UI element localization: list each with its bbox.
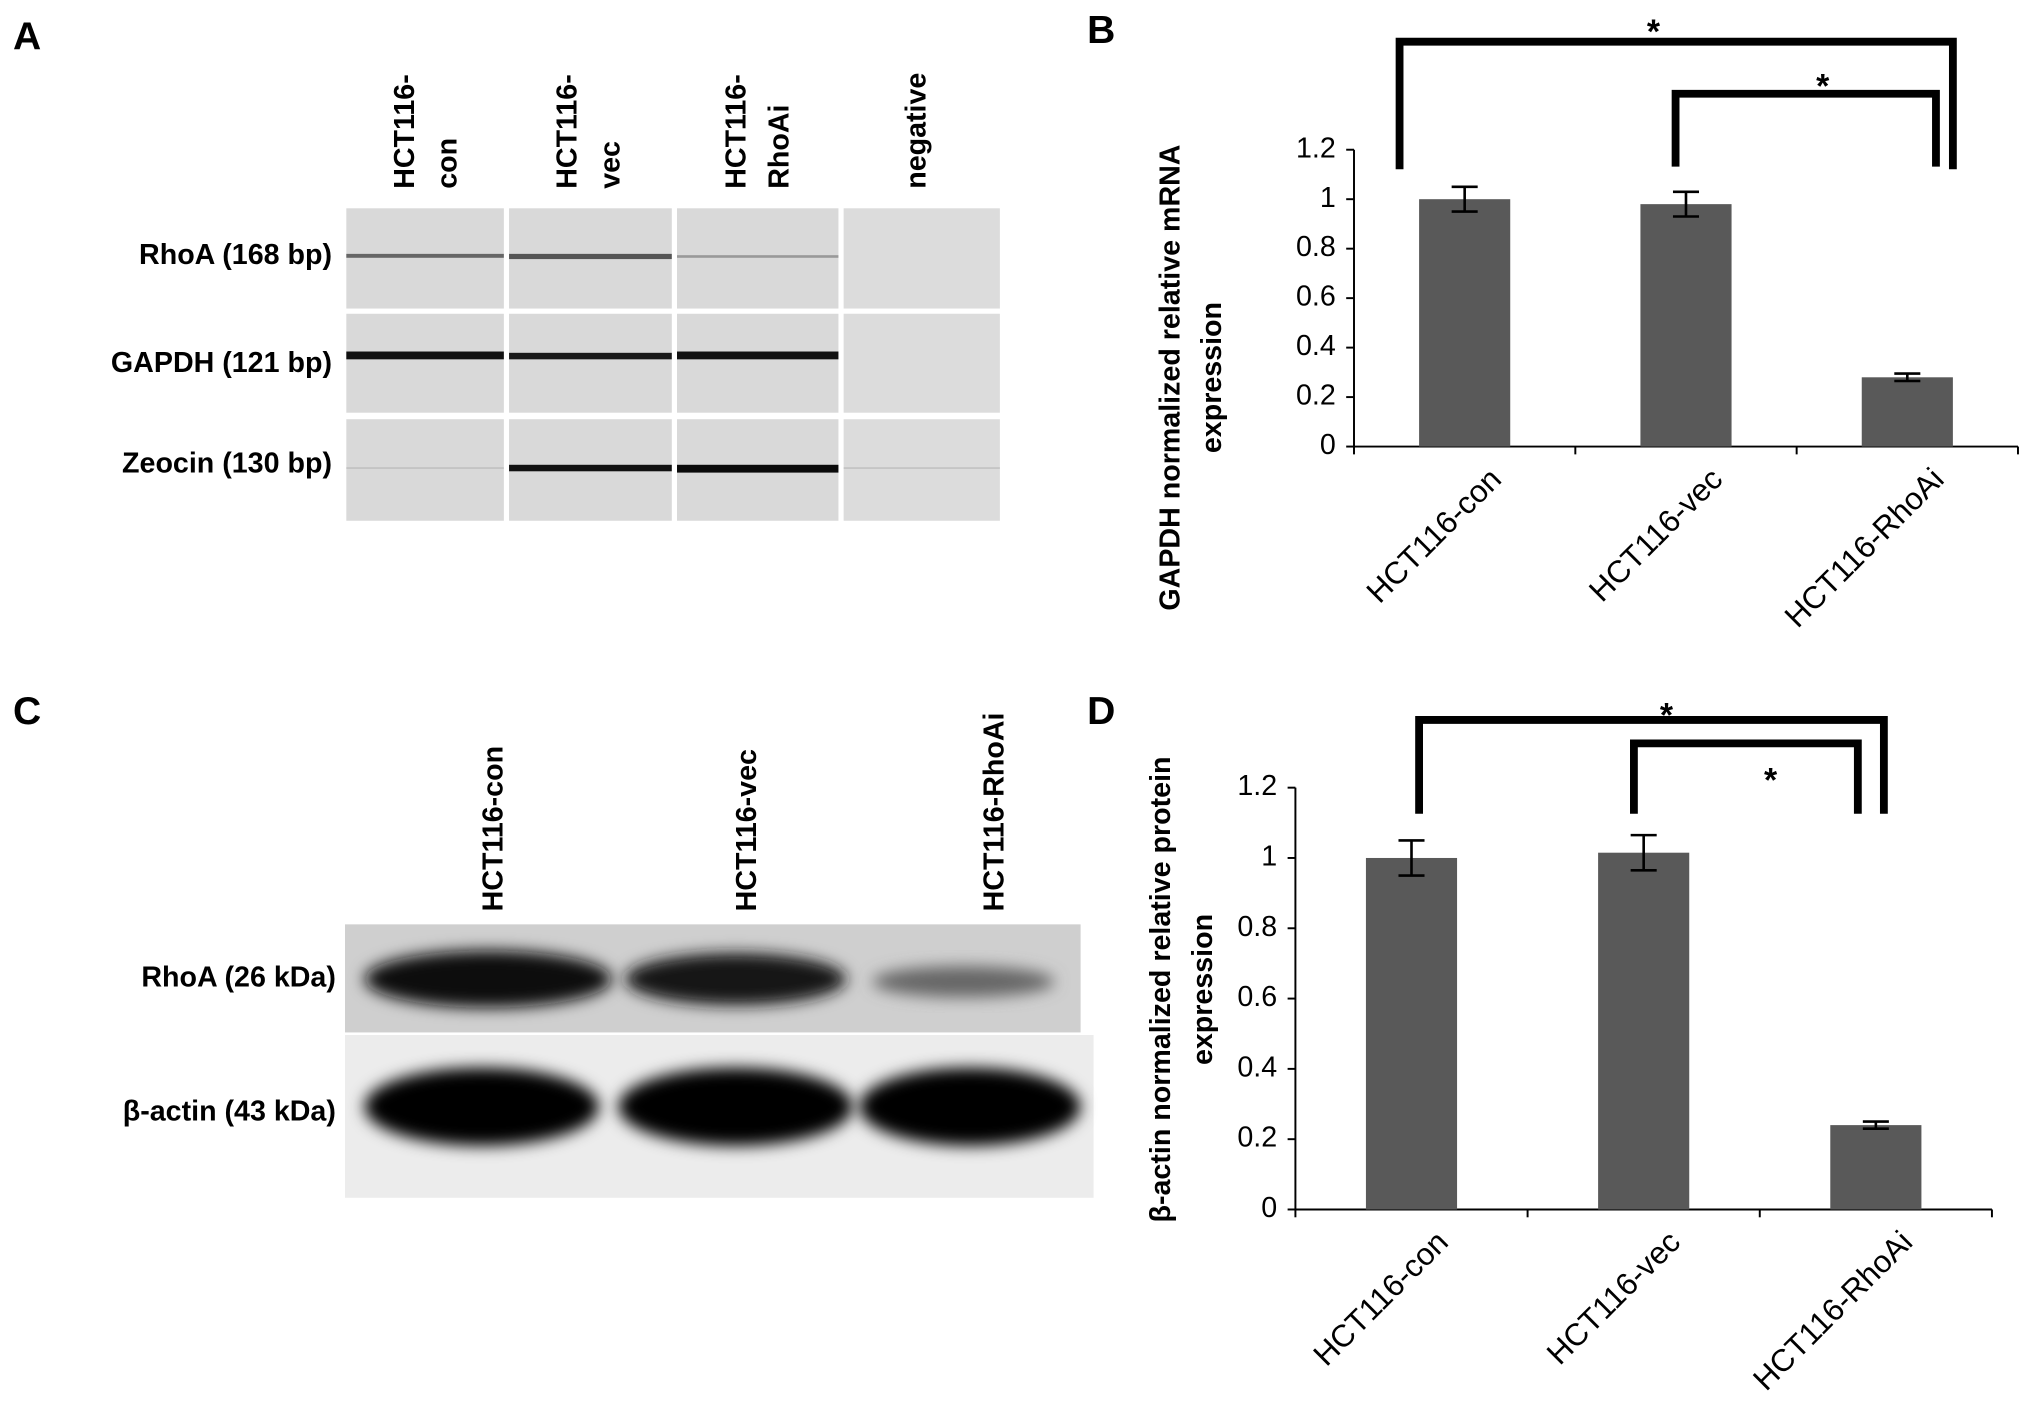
y-tick-label: 1.2 [1296,132,1336,164]
lane-label: HCT116- [552,74,584,189]
panel-label: B [1087,9,1115,52]
y-tick-label: 1 [1261,841,1277,873]
bar [1365,857,1458,1210]
bar [1640,204,1732,447]
significance-bracket [1415,716,1888,814]
error-bar [1862,1120,1889,1130]
error-bar [1894,372,1921,383]
lane-label: con [432,138,464,189]
x-tick-label: HCT116-con [1360,461,1508,609]
y-tick-label: 0.2 [1296,380,1336,412]
lane-label: negative [900,73,932,189]
row-label: GAPDH (121 bp) [111,347,332,379]
panel-label: A [13,15,41,58]
bar [1830,1125,1922,1210]
bar [1598,852,1690,1210]
row-label: Zeocin (130 bp) [122,447,332,479]
lane-label: vec [594,141,626,189]
gel [345,205,1003,521]
lane-label: HCT116-vec [731,749,763,911]
x-tick-label: HCT116-RhoAi [1746,1224,1919,1397]
x-tick-label: HCT116-vec [1540,1224,1687,1371]
y-tick-label: 0.4 [1237,1051,1277,1083]
y-axis-label: β-actin normalized relative protein [1145,756,1177,1222]
error-bar [1398,839,1425,877]
significance-bracket [1395,37,1957,170]
panel-label: C [13,690,41,733]
y-tick-label: 0.8 [1237,911,1277,943]
significance-star: * [1764,761,1778,799]
y-tick-label: 1 [1320,182,1336,214]
significance-star: * [1816,67,1830,105]
y-tick-label: 0.6 [1237,981,1277,1013]
row-label: RhoA (26 kDa) [141,962,336,994]
lane-label: HCT116-RhoAi [979,713,1011,912]
x-tick-label: HCT116-RhoAi [1778,461,1951,634]
y-axis-label: expression [1196,302,1228,453]
y-tick-label: 0.6 [1296,281,1336,313]
blot [345,924,1094,1198]
y-tick-label: 0.4 [1296,330,1336,362]
lane-label: HCT116-con [477,746,509,911]
significance-bracket [1671,89,1940,167]
row-label: β-actin (43 kDa) [123,1096,336,1128]
bar [1419,199,1511,447]
error-bar [1451,185,1478,213]
y-axis-label: expression [1187,914,1219,1065]
lane-label: HCT116- [389,74,421,189]
y-tick-label: 0 [1261,1192,1277,1224]
lane-label: RhoAi [764,104,796,188]
bar [1861,377,1953,447]
y-tick-label: 0.2 [1237,1122,1277,1154]
significance-star: * [1647,13,1661,51]
panel-label: D [1087,690,1115,733]
y-tick-label: 1.2 [1237,770,1277,802]
row-label: RhoA (168 bp) [139,239,332,271]
error-bar [1630,833,1657,872]
lane-label: HCT116- [721,74,753,189]
y-axis-label: GAPDH normalized relative mRNA [1154,145,1186,611]
error-bar [1672,190,1700,218]
y-tick-label: 0 [1320,429,1336,461]
significance-bracket [1630,739,1862,814]
x-tick-label: HCT116-con [1307,1224,1455,1372]
significance-star: * [1660,696,1674,734]
y-tick-label: 0.8 [1296,231,1336,263]
x-tick-label: HCT116-vec [1582,461,1729,608]
